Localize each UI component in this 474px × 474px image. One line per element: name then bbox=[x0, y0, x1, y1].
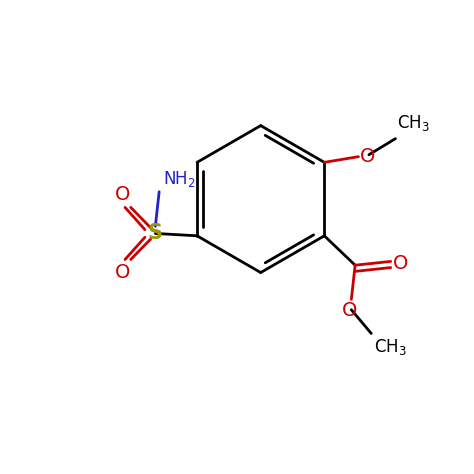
Text: O: O bbox=[392, 254, 408, 273]
Text: O: O bbox=[115, 264, 130, 283]
Text: CH$_3$: CH$_3$ bbox=[374, 337, 406, 357]
Text: O: O bbox=[115, 184, 130, 204]
Text: O: O bbox=[342, 301, 357, 320]
Text: CH$_3$: CH$_3$ bbox=[397, 113, 430, 133]
Text: NH$_2$: NH$_2$ bbox=[163, 169, 196, 189]
Text: O: O bbox=[360, 147, 376, 166]
Text: S: S bbox=[148, 223, 163, 244]
